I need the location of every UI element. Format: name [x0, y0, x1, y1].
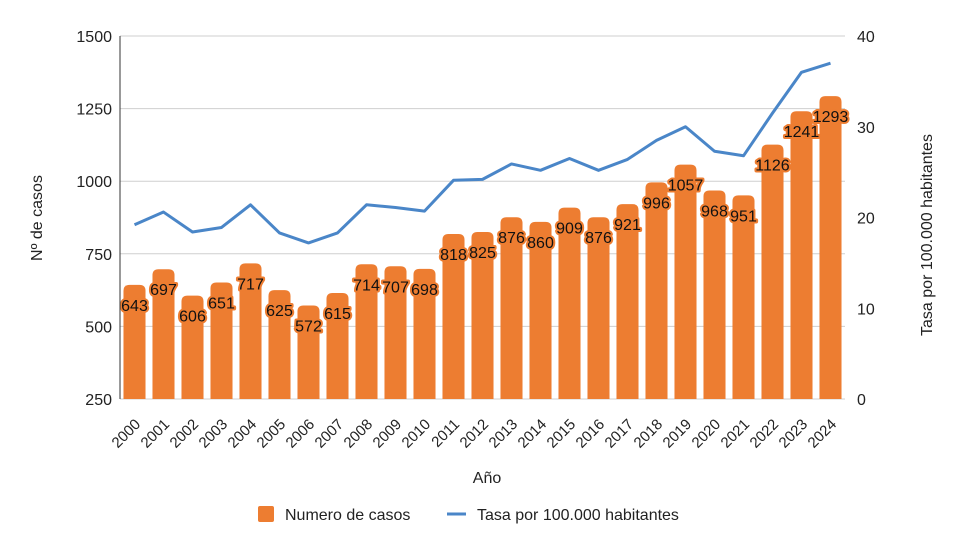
- y-tick-label: 250: [85, 392, 112, 409]
- x-tick-label: 2014: [515, 416, 551, 452]
- bar: [761, 144, 784, 399]
- bar: [790, 111, 813, 400]
- bar: [442, 234, 465, 399]
- data-label: 625: [266, 303, 293, 320]
- bar: [152, 269, 175, 399]
- x-tick-label: 2015: [544, 416, 580, 452]
- data-label: 921: [614, 217, 641, 234]
- bar: [558, 207, 581, 399]
- bar: [297, 305, 320, 399]
- data-label: 606: [179, 309, 206, 326]
- data-label: 951: [730, 208, 757, 225]
- data-label: 818: [440, 247, 467, 264]
- y-tick-label: 1000: [76, 174, 112, 191]
- data-label: 651: [208, 296, 235, 313]
- y2-tick-label: 20: [857, 211, 875, 228]
- data-label: 825: [469, 245, 496, 262]
- y-tick-label: 500: [85, 319, 112, 336]
- bar: [819, 96, 842, 400]
- bar: [703, 190, 726, 399]
- data-label: 876: [585, 230, 612, 247]
- y2-tick-label: 40: [857, 29, 875, 46]
- data-label: 615: [324, 306, 351, 323]
- data-label: 714: [353, 277, 380, 294]
- x-tick-label: 2021: [718, 416, 754, 452]
- x-tick-label: 2007: [312, 416, 348, 452]
- legend-swatch-bar: [258, 506, 274, 522]
- legend-label-bar: Numero de casos: [285, 507, 410, 524]
- data-label: 1293: [813, 109, 849, 126]
- x-tick-label: 2022: [747, 416, 783, 452]
- bar: [587, 217, 610, 399]
- y-tick-label: 1250: [76, 102, 112, 119]
- y2-tick-label: 30: [857, 120, 875, 137]
- x-tick-label: 2023: [776, 416, 812, 452]
- x-tick-label: 2020: [689, 416, 725, 452]
- bar: [529, 221, 552, 399]
- data-label: 1241: [784, 124, 820, 141]
- bar: [500, 217, 523, 399]
- bar: [645, 182, 668, 399]
- bar: [326, 293, 349, 399]
- data-label: 996: [643, 195, 670, 212]
- bar: [674, 164, 697, 399]
- bar: [471, 232, 494, 399]
- data-label: 707: [382, 279, 409, 296]
- legend: Numero de casos Tasa por 100.000 habitan…: [258, 506, 679, 524]
- data-label: 643: [121, 298, 148, 315]
- rate-line: [133, 61, 831, 245]
- bar: [210, 282, 233, 399]
- x-tick-label: 2024: [805, 416, 841, 452]
- x-tick-label: 2002: [167, 416, 203, 452]
- x-tick-label: 2005: [254, 416, 290, 452]
- x-tick-label: 2006: [283, 416, 319, 452]
- x-tick-label: 2012: [457, 416, 493, 452]
- legend-label-line: Tasa por 100.000 habitantes: [477, 507, 679, 524]
- y2-tick-label: 0: [857, 392, 866, 409]
- data-label: 968: [701, 203, 728, 220]
- bar: [123, 284, 146, 399]
- x-tick-label: 2001: [138, 416, 174, 452]
- x-tick-label: 2000: [109, 416, 145, 452]
- data-label: 1126: [755, 158, 790, 175]
- y2-tick-label: 10: [857, 301, 875, 318]
- data-label: 1057: [668, 178, 704, 195]
- x-tick-label: 2011: [428, 416, 463, 451]
- data-label: 717: [237, 276, 264, 293]
- y-tick-label: 750: [85, 247, 112, 264]
- x-tick-label: 2008: [341, 416, 377, 452]
- x-tick-label: 2017: [602, 416, 638, 452]
- bar: [181, 295, 204, 399]
- bar: [268, 290, 291, 399]
- x-axis-title: Año: [473, 470, 502, 487]
- x-tick-label: 2018: [631, 416, 667, 452]
- data-label: 876: [498, 230, 525, 247]
- bar: [616, 204, 639, 399]
- bar: [413, 268, 436, 399]
- bar: [732, 195, 755, 399]
- bar: [384, 266, 407, 399]
- bar: [239, 263, 262, 399]
- y-tick-label: 1500: [76, 29, 112, 46]
- data-label: 698: [411, 282, 438, 299]
- x-tick-label: 2009: [370, 416, 406, 452]
- data-label: 697: [150, 282, 177, 299]
- x-tick-label: 2004: [225, 416, 261, 452]
- data-label: 909: [556, 221, 583, 238]
- x-tick-label: 2003: [196, 416, 232, 452]
- y2-axis-title: Tasa por 100.000 habitantes: [919, 134, 936, 336]
- data-label: 572: [295, 318, 322, 335]
- bar: [355, 264, 378, 399]
- data-label: 860: [527, 235, 554, 252]
- x-tick-label: 2010: [399, 416, 435, 452]
- x-tick-label: 2019: [660, 416, 696, 452]
- y-axis-title: Nº de casos: [29, 175, 46, 261]
- x-tick-label: 2013: [486, 416, 522, 452]
- x-tick-label: 2016: [573, 416, 609, 452]
